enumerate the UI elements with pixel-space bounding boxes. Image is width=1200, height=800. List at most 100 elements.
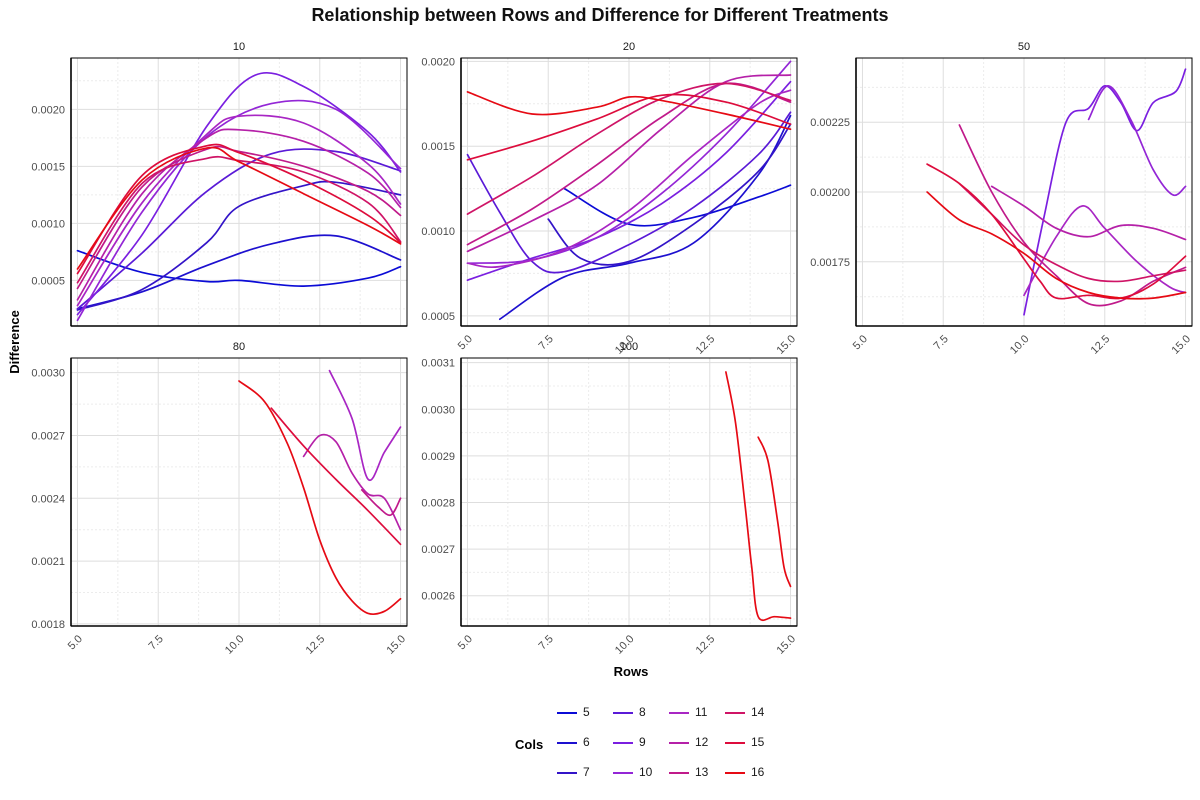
legend-label: 12 xyxy=(695,735,709,749)
series-line-cols-11 xyxy=(1023,205,1187,297)
series-line-cols-7 xyxy=(76,180,402,311)
y-tick-label: 0.00200 xyxy=(810,187,850,199)
series-line-cols-9 xyxy=(466,80,792,282)
series-line-cols-16 xyxy=(238,380,402,616)
panel-50: 50 0.00175 0.00200 0.00225 5.0 7.5 10.0 12.5 15.… xyxy=(810,41,1193,357)
legend-label: 13 xyxy=(695,765,709,779)
y-tick-label: 0.0028 xyxy=(421,497,455,509)
series-line-cols-14 xyxy=(958,182,1187,283)
series-line-cols-14 xyxy=(466,82,792,215)
x-tick-label: 10.0 xyxy=(223,633,247,657)
series-line-cols-12 xyxy=(466,74,792,253)
y-tick-label: 0.0020 xyxy=(421,56,455,68)
series-line-cols-5 xyxy=(563,184,792,227)
y-tick-label: 0.0020 xyxy=(31,104,65,116)
series-line-cols-11 xyxy=(328,369,402,482)
x-tick-label: 5.0 xyxy=(851,333,870,352)
x-tick-label: 5.0 xyxy=(456,633,475,652)
series-line-cols-15 xyxy=(926,163,1187,300)
legend-key-swatch xyxy=(725,742,745,744)
y-tick-label: 0.0026 xyxy=(421,591,455,603)
legend-key-swatch xyxy=(557,772,577,774)
legend-label: 5 xyxy=(583,705,590,719)
series-line-cols-10 xyxy=(466,60,792,265)
legend-key-swatch xyxy=(669,712,689,714)
x-tick-label: 15.0 xyxy=(384,633,408,657)
panel-strip-label: 80 xyxy=(233,341,245,353)
chart-title: Relationship between Rows and Difference… xyxy=(311,5,889,25)
y-tick-label: 0.0030 xyxy=(31,368,65,380)
series-line-cols-9 xyxy=(76,71,402,316)
y-tick-label: 0.0024 xyxy=(31,493,65,505)
legend-key-swatch xyxy=(613,772,633,774)
y-axis-title: Difference xyxy=(7,310,22,374)
legend-label: 7 xyxy=(583,765,590,779)
panel-strip-label: 50 xyxy=(1018,41,1030,53)
x-tick-label: 7.5 xyxy=(146,633,165,652)
series-line-cols-13 xyxy=(360,489,402,517)
legend-title: Cols xyxy=(515,737,544,752)
y-tick-label: 0.0005 xyxy=(31,275,65,287)
series-line-cols-11 xyxy=(76,114,402,307)
panel-strip-label: 10 xyxy=(233,41,245,53)
legend-key-swatch xyxy=(669,742,689,744)
legend-key-swatch xyxy=(613,742,633,744)
y-tick-label: 0.00225 xyxy=(810,117,850,129)
x-axis-title: Rows xyxy=(614,664,649,679)
series-line-cols-5 xyxy=(76,249,402,287)
y-tick-label: 0.0015 xyxy=(31,161,65,173)
y-tick-label: 0.0027 xyxy=(31,430,65,442)
y-tick-label: 0.0015 xyxy=(421,141,455,153)
series-line-cols-7 xyxy=(547,123,792,266)
series-line-cols-12 xyxy=(76,128,402,301)
series-line-cols-14 xyxy=(76,155,402,284)
series-line-cols-15 xyxy=(466,93,792,161)
x-tick-label: 5.0 xyxy=(456,333,475,352)
legend-label: 14 xyxy=(751,705,765,719)
legend-key-swatch xyxy=(725,772,745,774)
series-line-cols-6 xyxy=(498,114,792,321)
x-tick-label: 12.5 xyxy=(1089,333,1113,357)
series-line-cols-16 xyxy=(926,191,1187,300)
series-line-cols-8 xyxy=(466,111,792,274)
y-tick-label: 0.0027 xyxy=(421,544,455,556)
x-tick-label: 10.0 xyxy=(613,633,637,657)
y-tick-label: 0.0029 xyxy=(421,451,455,463)
y-tick-label: 0.0030 xyxy=(421,404,455,416)
legend: Cols 5 6 7 8 9 10 11 12 13 14 15 16 xyxy=(515,704,775,788)
series-line-cols-16 xyxy=(725,371,792,622)
panel-strip-label: 100 xyxy=(620,341,638,353)
series-line-cols-11 xyxy=(466,89,792,268)
legend-label: 6 xyxy=(583,735,590,749)
legend-label: 9 xyxy=(639,735,646,749)
x-tick-label: 7.5 xyxy=(931,333,950,352)
x-tick-label: 12.5 xyxy=(694,633,718,657)
panel-100: 100 0.0026 0.0027 0.0028 0.0029 0.0030 0.0031 5… xyxy=(421,341,798,657)
series-line-cols-16 xyxy=(466,91,792,131)
series-line-cols-10 xyxy=(1087,85,1187,197)
x-tick-label: 12.5 xyxy=(304,633,328,657)
series-line-cols-13 xyxy=(958,124,1187,307)
panel-80: 80 0.0018 0.0021 0.0024 0.0027 0.0030 5.0 7.5 10… xyxy=(31,341,408,657)
series-line-cols-12 xyxy=(990,185,1187,241)
panel-strip-label: 20 xyxy=(623,41,635,53)
y-tick-label: 0.0010 xyxy=(31,218,65,230)
legend-key-swatch xyxy=(557,712,577,714)
legend-key-swatch xyxy=(613,712,633,714)
series-line-cols-8 xyxy=(76,148,402,310)
legend-key-swatch xyxy=(725,712,745,714)
x-tick-label: 15.0 xyxy=(774,633,798,657)
x-tick-label: 12.5 xyxy=(694,333,718,357)
x-tick-label: 15.0 xyxy=(774,333,798,357)
legend-key-swatch xyxy=(557,742,577,744)
series-line-cols-12 xyxy=(302,433,402,531)
x-tick-label: 15.0 xyxy=(1169,333,1193,357)
y-tick-label: 0.0021 xyxy=(31,556,65,568)
series-line-cols-16 xyxy=(76,146,402,270)
x-tick-label: 10.0 xyxy=(1008,333,1032,357)
legend-label: 8 xyxy=(639,705,646,719)
x-tick-label: 7.5 xyxy=(536,333,555,352)
x-tick-label: 7.5 xyxy=(536,633,555,652)
